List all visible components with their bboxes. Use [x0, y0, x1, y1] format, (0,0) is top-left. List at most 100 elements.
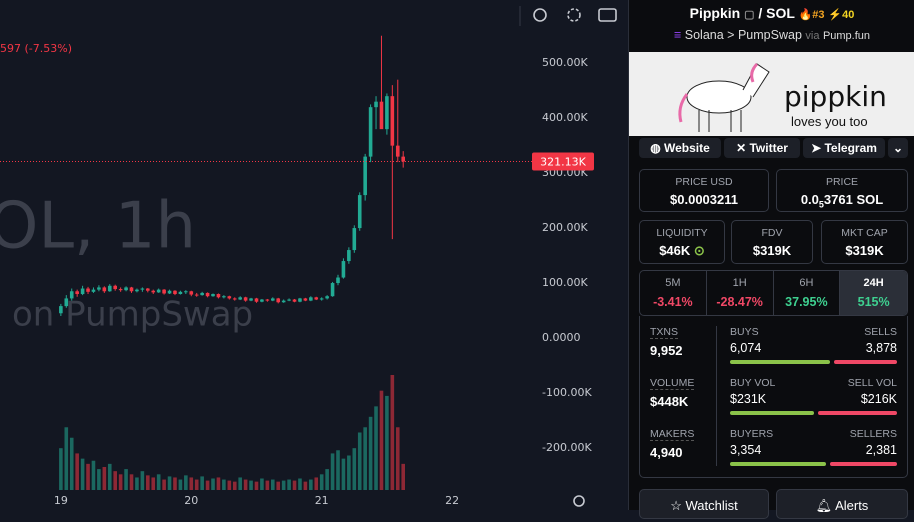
x-tick-label: 21 [315, 494, 329, 507]
candle-body [86, 288, 90, 292]
chart-bg [0, 0, 626, 510]
candle-body [113, 285, 118, 290]
y-tick-label: 500.00K [542, 56, 588, 69]
volume-bar [227, 480, 232, 490]
settings-icon[interactable] [567, 8, 581, 22]
alerts-button[interactable]: 🔔︎ Alerts [776, 489, 908, 519]
candle-body [265, 299, 270, 301]
liquidity: LIQUIDITY $46K ⊙ [639, 220, 725, 264]
dex[interactable]: PumpSwap [737, 28, 802, 42]
price-usd: PRICE USD $0.0003211 [639, 169, 769, 212]
candle-body [194, 294, 199, 296]
price-tag [532, 152, 594, 171]
volume-bar [222, 479, 226, 490]
candle-body [292, 299, 297, 302]
timeframe-tab[interactable]: 6H 37.95% [774, 271, 841, 315]
stat-label: VOLUME [650, 377, 695, 390]
candle-body [184, 291, 188, 293]
volume-bar [113, 471, 118, 490]
camera-icon[interactable] [598, 8, 617, 22]
candle-body [254, 298, 259, 302]
split-left-label: BUYS [730, 326, 759, 338]
candle-body [135, 289, 139, 292]
sell-bar [833, 360, 897, 364]
volume-bar [80, 458, 85, 490]
candle-body [222, 296, 226, 298]
candle-body [156, 289, 161, 293]
boosts: ⚡40 [828, 9, 855, 21]
x-tick-label: 22 [445, 494, 459, 507]
sell-bar [818, 411, 897, 415]
timeframe-tab[interactable]: 24H 515% [840, 271, 907, 315]
value-rest: 3761 SOL [823, 192, 884, 207]
candle-body [216, 294, 221, 298]
candle-body [341, 261, 346, 278]
volume-bar [379, 390, 384, 490]
launchpad[interactable]: Pump.fun [822, 30, 871, 42]
tab-change: 515% [857, 295, 890, 309]
candle-body [395, 145, 400, 157]
chain[interactable]: Solana [684, 28, 724, 42]
candle-body [211, 294, 215, 297]
volume-bar [238, 477, 242, 490]
candle-body [336, 277, 340, 284]
volume-bar [390, 375, 395, 490]
value: $46K ⊙ [640, 243, 724, 259]
candle-body [75, 291, 79, 295]
volume-bar [314, 477, 319, 490]
split-right: $216K [860, 392, 897, 406]
volume-bar [184, 475, 188, 490]
candle-body [227, 296, 232, 299]
tab-change: -28.47% [716, 295, 763, 309]
volume-bar [265, 480, 270, 490]
timeframe-tab[interactable]: 1H -28.47% [707, 271, 774, 315]
horse-tail [678, 93, 689, 123]
candle-body [385, 96, 389, 130]
candle-body [390, 96, 395, 146]
volume-bar [330, 453, 335, 490]
y-tick-label: 0.0000 [542, 331, 581, 344]
copy-icon[interactable]: ▢ [744, 9, 755, 21]
volume-bar [347, 455, 351, 490]
candle-body [162, 289, 166, 294]
volume-bar [102, 467, 107, 490]
volume-bar [309, 479, 313, 490]
candle-body [401, 156, 406, 162]
candle-body [140, 288, 145, 290]
volume-bar [216, 477, 221, 490]
timeframe-tab[interactable]: 5M -3.41% [640, 271, 707, 315]
value: $319K [845, 243, 884, 258]
candle-body [167, 290, 172, 294]
zoom-icon[interactable] [533, 8, 547, 22]
horse-body [686, 80, 752, 114]
x-tick-label: 20 [184, 494, 198, 507]
link-website[interactable]: ◍ Website [639, 138, 721, 158]
volume-bar [189, 477, 194, 490]
horse-legs [698, 110, 742, 132]
button-text: Watchlist [685, 498, 738, 513]
volume-bar [281, 480, 286, 490]
volume-bar [118, 474, 123, 490]
link-telegram[interactable]: ➤ Telegram [803, 138, 885, 158]
horse-head [742, 63, 770, 98]
value-sub: 5 [818, 199, 824, 210]
candle-body [319, 298, 324, 300]
change-text: 597 (-7.53%) [0, 42, 72, 55]
volume-bar [368, 416, 373, 490]
token-name: Pippkin [689, 5, 741, 21]
volume-bar [97, 469, 101, 490]
axis-settings[interactable] [573, 495, 585, 507]
candle-body [238, 297, 242, 300]
links-more[interactable]: ⌄ [888, 138, 908, 158]
link-twitter[interactable]: ✕ Twitter [724, 138, 800, 158]
volume-bar [107, 463, 112, 490]
watchlist-button[interactable]: ☆ Watchlist [639, 489, 769, 519]
tab-label: 6H [799, 277, 814, 289]
candle-body [249, 298, 253, 301]
via: via [805, 30, 820, 42]
rank: 🔥#3 [798, 9, 825, 21]
value: $0.0003211 [670, 192, 738, 207]
candle-body [232, 298, 237, 300]
candle-body [363, 156, 367, 196]
